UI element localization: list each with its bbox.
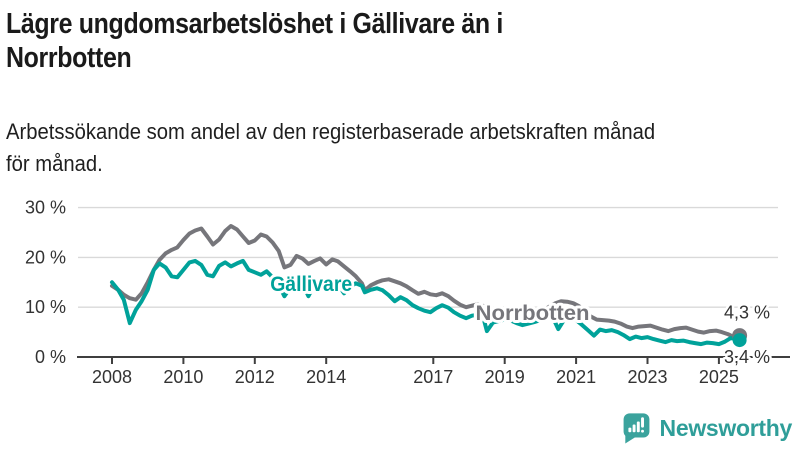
newsworthy-wordmark: Newsworthy — [659, 414, 793, 441]
x-tick-label: 2021 — [556, 367, 596, 387]
x-tick-label: 2010 — [163, 367, 203, 387]
x-tick-label: 2025 — [699, 367, 739, 387]
series-line-norrbotten — [110, 224, 742, 340]
x-tick-label: 2008 — [92, 367, 132, 387]
x-tick-label: 2014 — [306, 367, 346, 387]
y-tick-label: 0 % — [35, 347, 66, 367]
chart-subtitle: Arbetssökande som andel av den registerb… — [6, 119, 656, 176]
y-tick-label: 20 % — [25, 247, 66, 267]
y-tick-label: 10 % — [25, 297, 66, 317]
newsworthy-bubble-barchart-icon — [623, 413, 649, 444]
series-line-gällivare — [110, 258, 742, 347]
series-end-dot-gällivare — [732, 333, 747, 348]
x-tick-label: 2019 — [485, 367, 525, 387]
end-value-label-gällivare: 3,4 % — [724, 347, 770, 367]
series-label-norrbotten: Norrbotten — [476, 302, 590, 325]
y-tick-label: 30 % — [25, 198, 66, 218]
x-tick-label: 2012 — [235, 367, 275, 387]
end-value-label-norrbotten: 4,3 % — [724, 303, 770, 323]
x-tick-label: 2017 — [413, 367, 453, 387]
series-label-gällivare: Gällivare — [270, 273, 352, 296]
x-tick-label: 2023 — [627, 367, 667, 387]
newsworthy-logo[interactable]: Newsworthy — [621, 411, 792, 445]
chart-title: Lägre ungdomsarbetslöshet i Gällivare än… — [6, 8, 503, 74]
